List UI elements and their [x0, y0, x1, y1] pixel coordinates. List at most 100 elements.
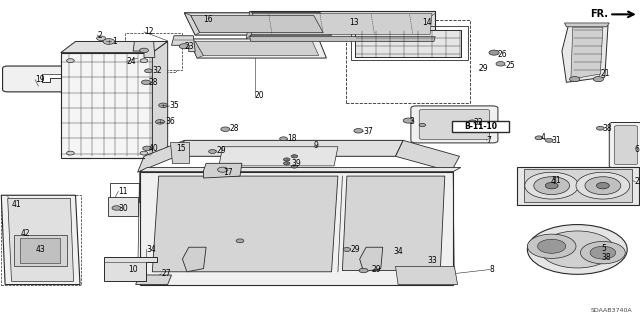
Text: 2: 2 [97, 31, 102, 40]
Polygon shape [250, 11, 435, 37]
Polygon shape [562, 26, 608, 82]
Text: 13: 13 [349, 18, 358, 27]
Bar [125, 33, 182, 70]
Polygon shape [61, 53, 152, 158]
Circle shape [97, 36, 106, 41]
Circle shape [468, 120, 476, 124]
Text: B-11-10: B-11-10 [464, 122, 497, 131]
Text: 25: 25 [506, 61, 515, 70]
Text: 17: 17 [223, 168, 232, 177]
Text: 39: 39 [291, 159, 301, 168]
Text: 21: 21 [600, 69, 610, 78]
Polygon shape [138, 140, 184, 172]
Circle shape [143, 146, 152, 151]
Circle shape [403, 118, 413, 123]
Circle shape [156, 120, 164, 124]
Circle shape [140, 151, 148, 155]
Polygon shape [61, 41, 168, 53]
Circle shape [112, 206, 121, 210]
Text: 18: 18 [287, 134, 296, 143]
Text: 20: 20 [255, 91, 264, 100]
Text: 8: 8 [490, 265, 494, 274]
Circle shape [540, 231, 614, 268]
Circle shape [354, 129, 363, 133]
Circle shape [496, 62, 505, 66]
Circle shape [576, 172, 630, 199]
Polygon shape [1, 195, 80, 285]
Polygon shape [342, 176, 445, 271]
Circle shape [209, 150, 216, 153]
Text: 38: 38 [602, 253, 611, 262]
Text: 22: 22 [635, 177, 640, 186]
Text: FR.: FR. [590, 9, 608, 19]
Text: 33: 33 [428, 256, 437, 265]
FancyBboxPatch shape [411, 106, 498, 143]
Text: 7: 7 [486, 136, 492, 145]
Polygon shape [8, 198, 74, 281]
Polygon shape [524, 169, 632, 202]
Text: 34: 34 [146, 245, 156, 254]
Text: 42: 42 [20, 229, 30, 238]
Circle shape [284, 158, 290, 161]
Text: 36: 36 [165, 117, 175, 126]
Polygon shape [571, 27, 603, 79]
FancyBboxPatch shape [452, 121, 509, 132]
Polygon shape [219, 147, 338, 166]
Polygon shape [152, 176, 338, 272]
Text: 40: 40 [148, 144, 158, 153]
FancyBboxPatch shape [609, 122, 640, 168]
Text: 3: 3 [410, 117, 415, 126]
Circle shape [590, 246, 616, 259]
Polygon shape [250, 37, 435, 41]
Text: 27: 27 [161, 269, 171, 278]
Circle shape [594, 256, 603, 260]
Circle shape [140, 59, 148, 63]
Circle shape [141, 80, 150, 85]
Circle shape [585, 177, 621, 195]
Circle shape [145, 69, 152, 73]
Circle shape [218, 167, 228, 172]
Circle shape [489, 50, 499, 55]
Circle shape [570, 77, 580, 82]
Text: 41: 41 [12, 200, 21, 209]
Text: 29: 29 [371, 265, 381, 274]
Circle shape [534, 177, 570, 195]
Circle shape [284, 162, 290, 165]
Text: 11: 11 [118, 187, 128, 196]
Circle shape [596, 182, 609, 189]
Text: 31: 31 [552, 176, 561, 185]
Circle shape [580, 241, 625, 264]
Text: 16: 16 [204, 15, 213, 24]
Polygon shape [140, 172, 453, 285]
Polygon shape [152, 41, 168, 158]
Polygon shape [314, 13, 332, 35]
Text: 5: 5 [602, 244, 607, 253]
Circle shape [525, 172, 579, 199]
Circle shape [535, 136, 543, 140]
Bar [110, 183, 139, 202]
Circle shape [596, 126, 604, 130]
Polygon shape [189, 39, 204, 58]
Polygon shape [517, 167, 639, 205]
Polygon shape [182, 247, 206, 272]
Text: 28: 28 [229, 124, 239, 133]
Text: 10: 10 [128, 265, 138, 274]
Circle shape [103, 39, 115, 44]
Text: 32: 32 [474, 118, 483, 127]
FancyBboxPatch shape [614, 126, 637, 165]
Polygon shape [184, 13, 200, 35]
Circle shape [159, 103, 168, 108]
Text: 26: 26 [498, 50, 508, 59]
Circle shape [359, 268, 368, 273]
Polygon shape [108, 197, 138, 216]
Polygon shape [136, 275, 172, 285]
Circle shape [419, 123, 426, 127]
Text: 24: 24 [127, 57, 136, 66]
Circle shape [343, 248, 351, 251]
Bar [14, 235, 67, 266]
Polygon shape [204, 163, 242, 178]
Polygon shape [195, 41, 319, 56]
Text: 37: 37 [364, 127, 373, 136]
Polygon shape [396, 266, 458, 285]
Polygon shape [252, 13, 432, 34]
